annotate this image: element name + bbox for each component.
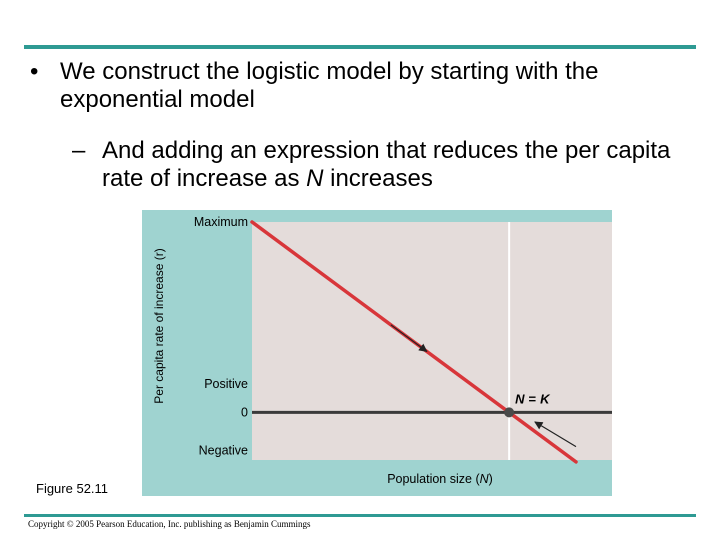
tick-label-maximum: Maximum — [194, 215, 248, 229]
bullet-sub-text-before: And adding an expression that reduces th… — [102, 137, 671, 192]
tick-label-negative: Negative — [199, 443, 248, 457]
x-axis-label: Population size (N) — [387, 472, 493, 486]
copyright-text: Copyright © 2005 Pearson Education, Inc.… — [28, 519, 311, 529]
bullet-sub-text: And adding an expression that reduces th… — [102, 137, 692, 193]
x-axis-label-variable: N — [480, 472, 490, 486]
bullet-sub: – And adding an expression that reduces … — [72, 137, 692, 193]
bullet-sub-variable: N — [306, 165, 324, 192]
y-axis-label: Per capita rate of increase (r) — [152, 248, 166, 403]
tick-label-positive: Positive — [204, 377, 248, 391]
x-axis-label-before: Population size ( — [387, 472, 480, 486]
plot-area — [252, 222, 612, 460]
top-rule — [24, 45, 696, 49]
carrying-capacity-label: N = K — [515, 391, 551, 406]
trend-arrow-down — [390, 324, 428, 352]
bullet-marker: • — [30, 58, 39, 85]
figure-label: Figure 52.11 — [36, 481, 109, 496]
bottom-rule — [24, 514, 696, 517]
equilibrium-point — [504, 407, 515, 418]
trend-arrow-up — [534, 421, 577, 448]
tick-label-zero: 0 — [241, 405, 248, 419]
bullet-main: • We construct the logistic model by sta… — [30, 58, 700, 114]
bullet-sub-text-after: increases — [323, 165, 433, 192]
sub-bullet-marker: – — [72, 137, 86, 164]
carrying-capacity-eq: = — [529, 391, 537, 406]
x-axis-label-after: ) — [489, 472, 493, 486]
bullet-main-text: We construct the logistic model by start… — [60, 58, 599, 113]
carrying-capacity-k: K — [540, 391, 551, 406]
carrying-capacity-n: N — [515, 391, 525, 406]
